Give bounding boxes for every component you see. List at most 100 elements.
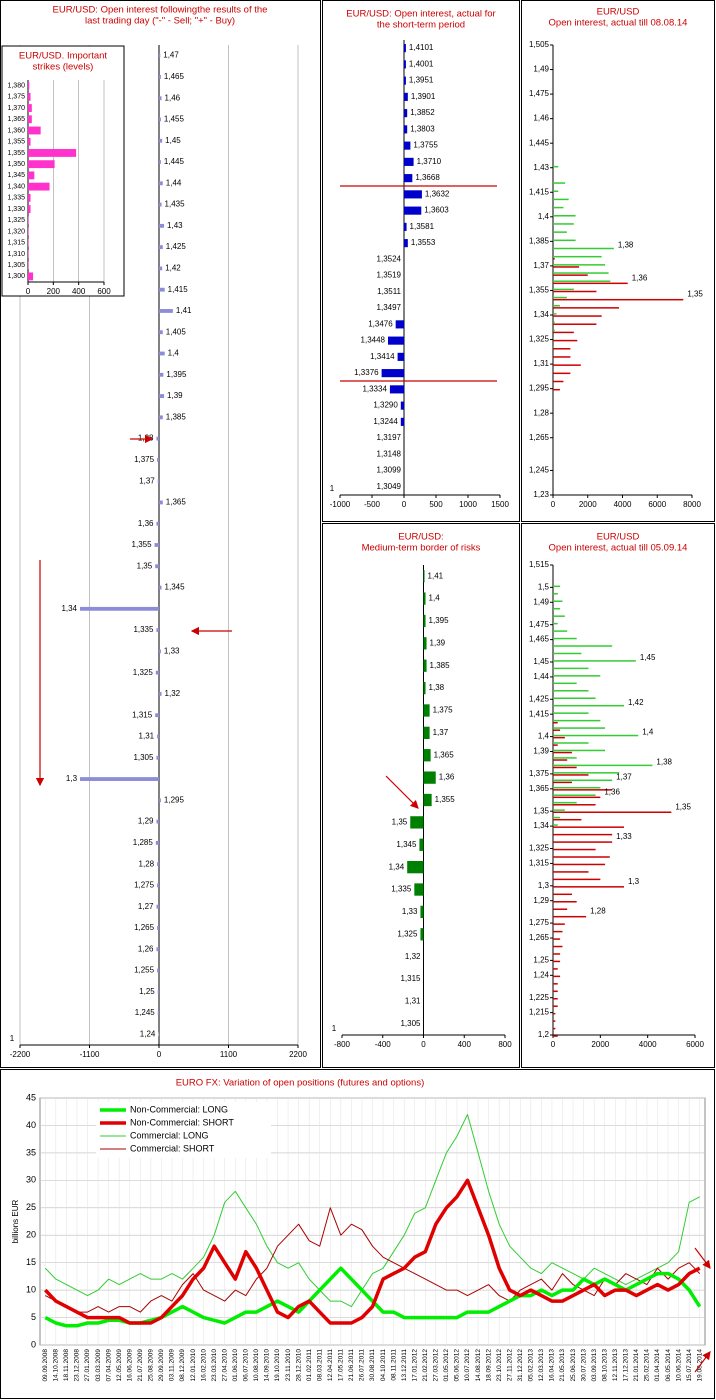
bar [553, 990, 558, 993]
bar [553, 997, 558, 1000]
y-tick-label: 1,34 [533, 821, 549, 830]
bar-label: 1,455 [164, 115, 185, 124]
bar [553, 630, 568, 632]
bar-label: 1,3376 [354, 368, 379, 377]
annotation: 1,3 [628, 877, 640, 886]
bar [553, 704, 624, 707]
bar [553, 682, 577, 685]
y-tick-label: 1,315 [7, 240, 25, 247]
bar [28, 126, 41, 135]
bar [553, 736, 565, 739]
y-tick-label: 1,515 [529, 560, 550, 569]
bar-label: 1,38 [429, 683, 445, 692]
bar [159, 692, 162, 696]
x-tick-label: 25.06.2013 [570, 1349, 577, 1382]
bar-label: 1,3951 [409, 76, 434, 85]
y-tick-label: 1,24 [533, 970, 549, 979]
x-tick-label: 400 [458, 1040, 472, 1049]
bar [553, 637, 577, 640]
bar [159, 394, 165, 398]
bar-label: 1,3852 [410, 108, 435, 117]
bar [28, 205, 31, 213]
y-tick-label: 1,25 [533, 956, 549, 965]
y-tick-label: 1,5 [538, 582, 550, 591]
bar-label: 1,365 [434, 750, 455, 759]
bar-label: 1,3581 [410, 222, 435, 231]
bar [157, 968, 159, 973]
x-tick-label: -500 [364, 500, 381, 509]
bar [154, 543, 159, 547]
x-tick-label: 18.11.2008 [63, 1349, 70, 1381]
chart-title: EUR/USD [597, 532, 640, 543]
x-tick-label: 04.10.2011 [380, 1349, 387, 1381]
y-tick-label: 1,37 [533, 261, 549, 270]
y-tick-label: 1,355 [7, 139, 25, 146]
y-tick-label: 1,475 [529, 620, 550, 629]
bar-label: 1,3519 [377, 271, 402, 280]
bar-label: 1,34 [389, 862, 405, 871]
bar [157, 926, 159, 930]
bar [28, 149, 77, 157]
x-tick-label: 27.01.2009 [84, 1349, 91, 1382]
y-tick-label: 1,350 [7, 161, 25, 168]
bar [400, 417, 404, 426]
bar-label: 1,3603 [424, 206, 449, 215]
x-tick-label: 09.09.2008 [42, 1349, 49, 1382]
legend-label: Commercial: LONG [130, 1130, 209, 1140]
bar [404, 92, 408, 101]
bar [157, 457, 159, 462]
x-tick-label: 08.03.2011 [316, 1349, 323, 1381]
bar [553, 296, 567, 299]
x-tick-label: 27.11.2012 [506, 1349, 513, 1381]
bar [381, 369, 404, 378]
bar [159, 223, 165, 228]
x-tick-label: 19.10.2010 [274, 1349, 281, 1382]
bar-label: 1,28 [139, 859, 155, 868]
y-tick-label: 1,340 [7, 183, 25, 190]
y-tick-label: 1,49 [533, 597, 549, 606]
bar [80, 606, 159, 611]
bar [553, 266, 580, 268]
bar-label: 1,3632 [425, 189, 450, 198]
bar [553, 280, 611, 282]
x-tick-label: -1000 [330, 500, 351, 509]
bar [553, 190, 559, 192]
bar [156, 947, 159, 952]
arrow [385, 775, 419, 809]
bar-label: 1,385 [166, 412, 187, 421]
bar [423, 771, 436, 784]
y-tick-label: 1,45 [533, 657, 549, 666]
bar [553, 337, 554, 340]
x-tick-label: 1100 [220, 1050, 238, 1059]
bar [553, 323, 597, 325]
bar [159, 309, 173, 313]
bar [553, 215, 576, 217]
y-tick-label: 45 [26, 1092, 36, 1102]
y-tick-label: 1,300 [7, 273, 25, 280]
bar [553, 645, 613, 647]
bar [28, 238, 29, 247]
x-tick-label: 17.05.2011 [338, 1349, 345, 1381]
y-tick-label: 1,4 [538, 212, 550, 221]
bar [414, 883, 424, 896]
bar-label: 1,3497 [377, 303, 402, 312]
x-tick-label: 12.01.2010 [190, 1349, 197, 1382]
series-line [44, 1114, 700, 1308]
bar [553, 787, 601, 789]
bar-label: 1,275 [134, 881, 155, 890]
bar-label: 1,425 [166, 242, 187, 251]
bar [553, 1027, 556, 1030]
bar [157, 1011, 159, 1015]
bar [553, 348, 571, 350]
bar [28, 216, 29, 225]
y-tick-label: 1,375 [529, 769, 550, 778]
annotation: 1,35 [687, 290, 703, 299]
bar [553, 372, 571, 375]
bar [423, 681, 426, 695]
bar [553, 339, 578, 342]
x-tick-label: 15.07.2014 [686, 1349, 693, 1382]
x-tick-label: 6000 [686, 1040, 704, 1049]
y-tick-label: 1,49 [533, 65, 549, 74]
bar [553, 288, 574, 291]
bar [553, 388, 560, 391]
